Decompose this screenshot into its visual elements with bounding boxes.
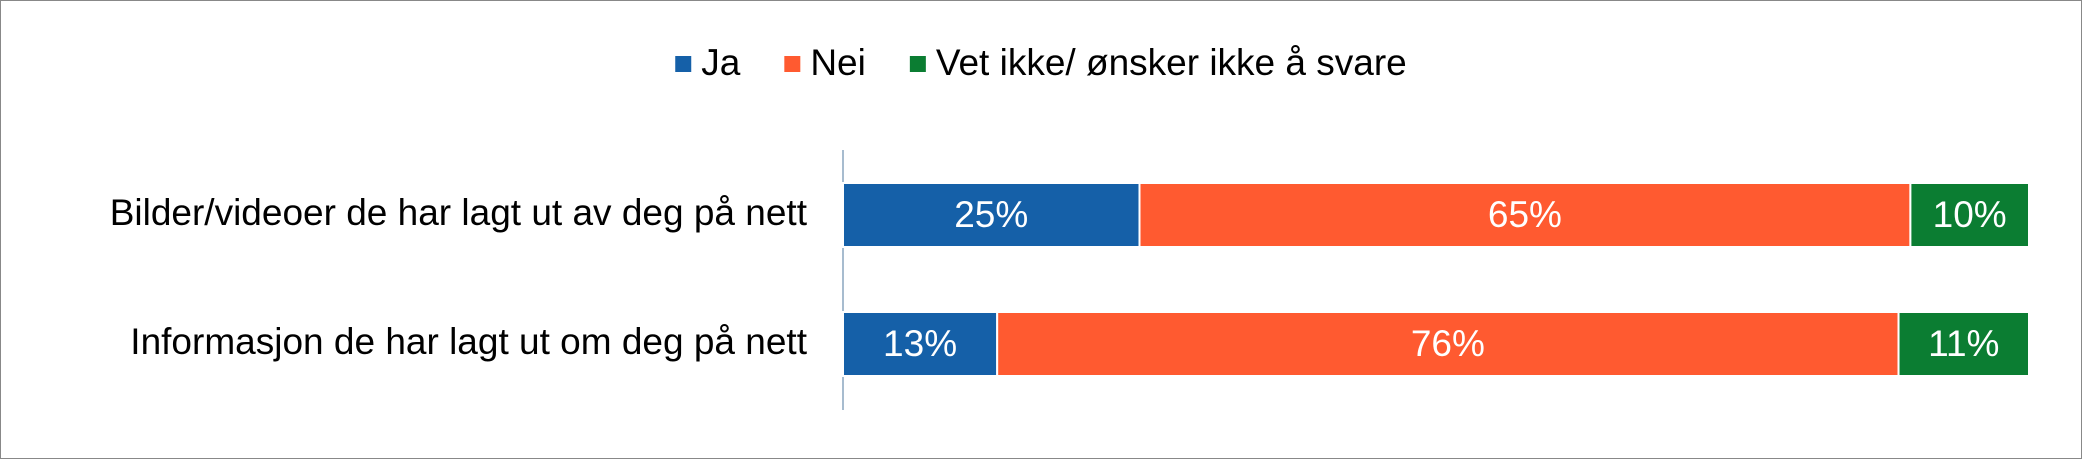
legend-swatch bbox=[909, 56, 926, 72]
value-label: 65% bbox=[1488, 194, 1562, 235]
category-label: Informasjon de har lagt ut om deg på net… bbox=[130, 321, 807, 362]
legend-label: Ja bbox=[701, 42, 741, 83]
bar-segment bbox=[842, 182, 1141, 248]
value-label: 13% bbox=[883, 323, 957, 364]
bar-segment bbox=[1897, 311, 2031, 377]
legend-label: Nei bbox=[810, 42, 866, 83]
legend-swatch bbox=[784, 56, 801, 72]
bar-segment bbox=[996, 311, 1900, 377]
bar-segment bbox=[1909, 182, 2031, 248]
legend-label: Vet ikke/ ønsker ikke å svare bbox=[936, 42, 1407, 83]
category-label: Bilder/videoer de har lagt ut av deg på … bbox=[110, 192, 808, 233]
value-label: 10% bbox=[1933, 194, 2007, 235]
bar-segment bbox=[1138, 182, 1912, 248]
value-label: 25% bbox=[954, 194, 1028, 235]
value-label: 11% bbox=[1928, 323, 1999, 364]
value-label: 76% bbox=[1411, 323, 1485, 364]
legend-swatch bbox=[675, 56, 692, 72]
